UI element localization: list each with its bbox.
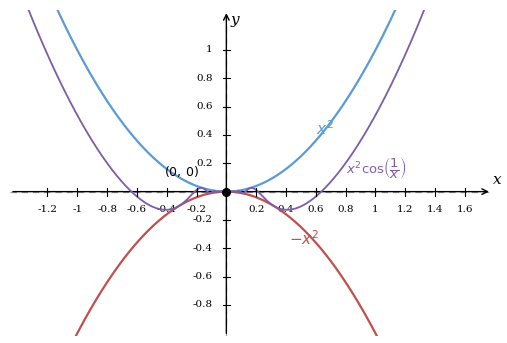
Text: x: x bbox=[493, 173, 502, 187]
Text: 0.6: 0.6 bbox=[196, 102, 213, 111]
Text: -0.8: -0.8 bbox=[193, 300, 213, 309]
Text: -1: -1 bbox=[72, 205, 82, 214]
Text: 0.6: 0.6 bbox=[308, 205, 324, 214]
Text: 1.4: 1.4 bbox=[427, 205, 444, 214]
Text: 0.4: 0.4 bbox=[196, 130, 213, 140]
Text: $-x^2$: $-x^2$ bbox=[289, 230, 319, 248]
Text: 1: 1 bbox=[372, 205, 379, 214]
Text: 0.8: 0.8 bbox=[337, 205, 354, 214]
Text: -0.2: -0.2 bbox=[193, 215, 213, 224]
Text: -0.8: -0.8 bbox=[97, 205, 117, 214]
Text: 0.4: 0.4 bbox=[278, 205, 294, 214]
Text: -0.2: -0.2 bbox=[187, 205, 206, 214]
Text: 0.2: 0.2 bbox=[248, 205, 265, 214]
Text: 1.6: 1.6 bbox=[457, 205, 473, 214]
Text: 1.2: 1.2 bbox=[397, 205, 414, 214]
Text: -1.2: -1.2 bbox=[38, 205, 57, 214]
Text: 1: 1 bbox=[206, 46, 213, 55]
Text: -0.4: -0.4 bbox=[193, 244, 213, 253]
Text: $(0,\,0)$: $(0,\,0)$ bbox=[164, 164, 200, 179]
Text: $x^2$: $x^2$ bbox=[316, 119, 334, 138]
Text: -0.6: -0.6 bbox=[127, 205, 147, 214]
Text: -0.6: -0.6 bbox=[193, 272, 213, 281]
Text: $x^2\cos\!\left(\dfrac{1}{x}\right)$: $x^2\cos\!\left(\dfrac{1}{x}\right)$ bbox=[346, 155, 407, 180]
Text: 0.2: 0.2 bbox=[196, 159, 213, 168]
Text: y: y bbox=[231, 13, 239, 27]
Text: -0.4: -0.4 bbox=[157, 205, 177, 214]
Text: 0.8: 0.8 bbox=[196, 74, 213, 83]
